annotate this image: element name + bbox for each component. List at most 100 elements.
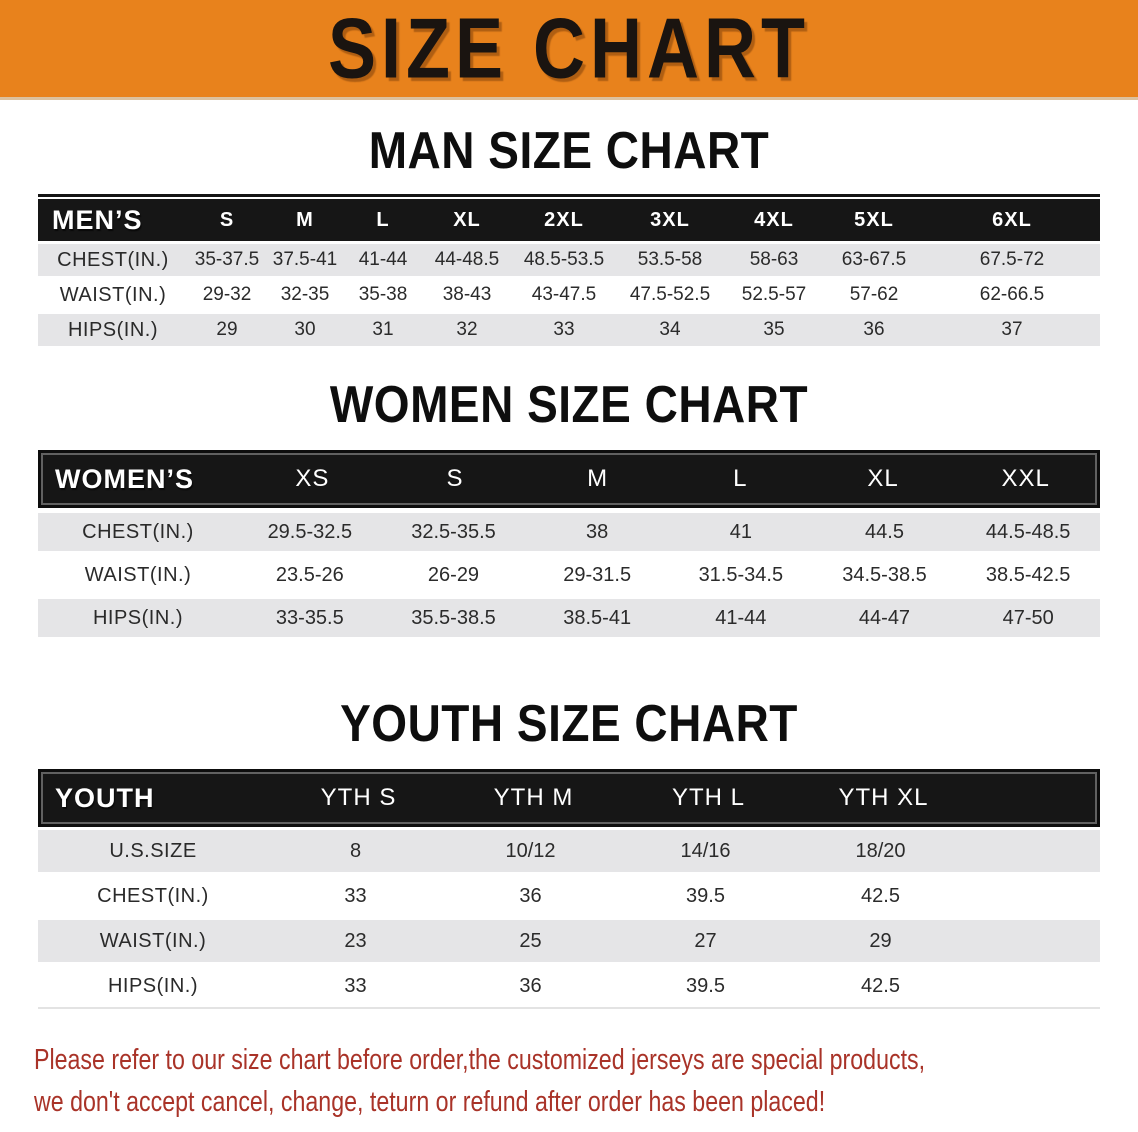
- row-label-cell: U.S.SIZE: [109, 839, 197, 862]
- column-header-cell: L: [733, 465, 748, 492]
- men-table-topline: [38, 194, 1100, 197]
- value-cell: 39.5: [686, 884, 725, 907]
- table-row: HIPS(IN.) 33-35.5 35.5-38.5 38.5-41 41-44 44-…: [38, 599, 1100, 637]
- footer-notice: Please refer to our size chart before or…: [0, 1039, 1138, 1123]
- value-cell: 35-38: [358, 284, 408, 305]
- women-section: WOMEN SIZE CHART WOMEN’S XS S M L XL XXL CHEST(…: [0, 374, 1138, 637]
- value-cell: 37.5-41: [272, 249, 338, 270]
- value-cell: 38.5-41: [563, 606, 632, 629]
- column-header-cell: L: [376, 208, 390, 231]
- value-cell: 33: [344, 884, 367, 907]
- value-cell: 44.5: [865, 520, 904, 543]
- men-heading-text: MAN SIZE CHART: [368, 120, 770, 180]
- column-header-cell: S: [219, 208, 235, 231]
- banner: SIZE CHART: [0, 0, 1138, 100]
- youth-heading-text: YOUTH SIZE CHART: [340, 693, 798, 753]
- youth-heading: YOUTH SIZE CHART: [0, 693, 1138, 753]
- value-cell: 41: [729, 520, 752, 543]
- value-cell: 33: [553, 319, 575, 340]
- value-cell: 36: [519, 884, 542, 907]
- value-cell: 41-44: [715, 606, 767, 629]
- value-cell: 33: [344, 974, 367, 997]
- column-header-cell: 3XL: [650, 208, 690, 231]
- youth-size-table: YOUTH YTH S YTH M YTH L YTH XL U.S.SIZE 8 10/12…: [38, 769, 1100, 1009]
- value-cell: 14/16: [680, 839, 731, 862]
- row-label-cell: WAIST(IN.): [59, 283, 167, 306]
- row-label-cell: WAIST(IN.): [84, 563, 192, 586]
- table-title-cell: MEN’S: [52, 204, 143, 235]
- table-header-row: WOMEN’S XS S M L XL XXL: [38, 450, 1100, 508]
- value-cell: 34: [659, 319, 681, 340]
- value-cell: 41-44: [358, 249, 408, 270]
- table-title-cell: YOUTH: [55, 782, 155, 813]
- value-cell: 63-67.5: [841, 249, 907, 270]
- table-row: WAIST(IN.) 23 25 27 29: [38, 920, 1100, 962]
- value-cell: 29-32: [202, 284, 252, 305]
- table-row: HIPS(IN.) 33 36 39.5 42.5: [38, 965, 1100, 1007]
- value-cell: 32.5-35.5: [411, 520, 496, 543]
- column-header-cell: S: [446, 465, 464, 492]
- column-header-cell: 5XL: [854, 208, 894, 231]
- value-cell: 43-47.5: [531, 284, 597, 305]
- men-size-table: MEN’S S M L XL 2XL 3XL 4XL 5XL 6XL CHEST(IN.) 35-37…: [38, 199, 1100, 346]
- value-cell: 26-29: [427, 563, 480, 586]
- women-heading: WOMEN SIZE CHART: [0, 374, 1138, 434]
- column-header-cell: XS: [295, 465, 330, 492]
- column-header-cell: YTH L: [671, 784, 745, 811]
- row-label-cell: HIPS(IN.): [67, 318, 159, 341]
- column-header-cell: 6XL: [992, 208, 1032, 231]
- value-cell: 58-63: [749, 249, 799, 270]
- value-cell: 57-62: [849, 284, 899, 305]
- value-cell: 53.5-58: [637, 249, 703, 270]
- value-cell: 39.5: [686, 974, 725, 997]
- column-header-cell: M: [587, 465, 609, 492]
- table-header-row: YOUTH YTH S YTH M YTH L YTH XL: [38, 769, 1100, 827]
- table-row: U.S.SIZE 8 10/12 14/16 18/20: [38, 830, 1100, 872]
- value-cell: 38.5-42.5: [985, 563, 1071, 586]
- table-row: WAIST(IN.) 23.5-26 26-29 29-31.5 31.5-34.5 34…: [38, 556, 1100, 594]
- value-cell: 36: [519, 974, 542, 997]
- table-row: CHEST(IN.) 29.5-32.5 32.5-35.5 38 41 44.5 44.5…: [38, 513, 1100, 551]
- row-label-cell: CHEST(IN.): [82, 520, 194, 543]
- column-header-cell: 2XL: [544, 208, 584, 231]
- value-cell: 29-31.5: [563, 563, 632, 586]
- value-cell: 62-66.5: [979, 284, 1045, 305]
- value-cell: 47.5-52.5: [629, 284, 711, 305]
- value-cell: 35.5-38.5: [411, 606, 496, 629]
- column-header-cell: YTH XL: [838, 784, 929, 811]
- value-cell: 29: [869, 929, 892, 952]
- value-cell: 32-35: [280, 284, 330, 305]
- value-cell: 67.5-72: [979, 249, 1045, 270]
- value-cell: 31: [372, 319, 394, 340]
- value-cell: 52.5-57: [741, 284, 807, 305]
- value-cell: 42.5: [861, 884, 900, 907]
- men-section: MAN SIZE CHART MEN’S S M L XL 2XL 3XL 4XL 5XL 6XL…: [0, 120, 1138, 346]
- table-title-cell: WOMEN’S: [55, 463, 194, 494]
- value-cell: 37: [1001, 319, 1023, 340]
- value-cell: 32: [456, 319, 478, 340]
- table-header-row: MEN’S S M L XL 2XL 3XL 4XL 5XL 6XL: [38, 199, 1100, 241]
- column-header-cell: XL: [867, 465, 899, 492]
- value-cell: 30: [294, 319, 316, 340]
- column-header-cell: YTH M: [493, 784, 574, 811]
- men-heading: MAN SIZE CHART: [0, 120, 1138, 180]
- table-row: HIPS(IN.) 29 30 31 32 33 34 35 36 37: [38, 314, 1100, 346]
- value-cell: 35-37.5: [194, 249, 260, 270]
- value-cell: 23.5-26: [275, 563, 344, 586]
- value-cell: 33-35.5: [275, 606, 344, 629]
- value-cell: 48.5-53.5: [523, 249, 605, 270]
- column-header-cell: YTH S: [320, 784, 397, 811]
- youth-section: YOUTH SIZE CHART YOUTH YTH S YTH M YTH L YTH…: [0, 693, 1138, 1009]
- value-cell: 10/12: [505, 839, 556, 862]
- column-header-cell: XL: [453, 208, 481, 231]
- value-cell: 29.5-32.5: [267, 520, 353, 543]
- notice-line-2: we don't accept cancel, change, teturn o…: [34, 1086, 826, 1118]
- banner-title: SIZE CHART: [328, 1, 810, 96]
- value-cell: 36: [863, 319, 885, 340]
- value-cell: 44.5-48.5: [985, 520, 1071, 543]
- notice-line-1: Please refer to our size chart before or…: [34, 1044, 926, 1076]
- row-label-cell: HIPS(IN.): [107, 974, 199, 997]
- row-label-cell: CHEST(IN.): [57, 248, 169, 271]
- women-heading-text: WOMEN SIZE CHART: [329, 374, 809, 434]
